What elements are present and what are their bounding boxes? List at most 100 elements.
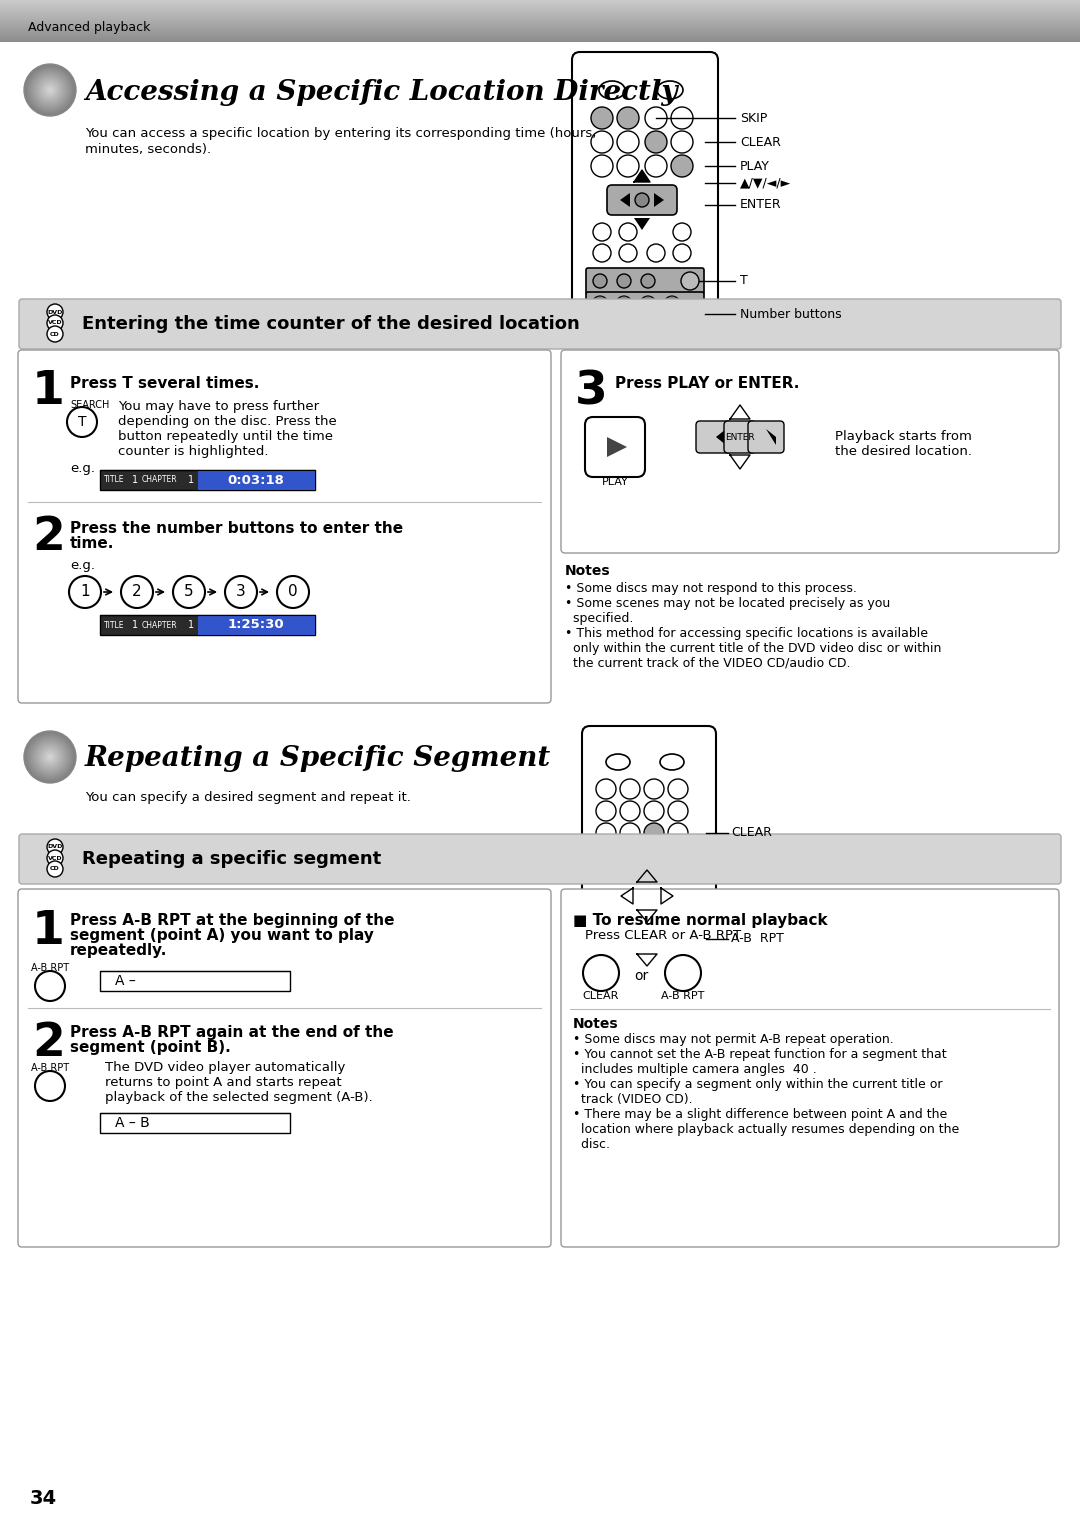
Circle shape [669,778,688,800]
Text: VCD: VCD [48,320,63,325]
Text: 1: 1 [80,584,90,600]
Text: CLEAR: CLEAR [740,136,781,148]
Circle shape [25,66,75,114]
Polygon shape [634,169,650,182]
Circle shape [616,308,632,324]
Text: 2: 2 [32,514,65,560]
Text: location where playback actually resumes depending on the: location where playback actually resumes… [573,1123,959,1135]
FancyBboxPatch shape [19,835,1061,884]
Circle shape [46,85,54,95]
Circle shape [620,801,640,821]
Circle shape [33,740,67,774]
Circle shape [39,79,60,101]
Circle shape [664,296,680,311]
Text: A – B: A – B [114,1116,150,1129]
Circle shape [616,296,632,311]
Circle shape [24,64,76,116]
Circle shape [671,131,693,153]
Circle shape [28,69,72,111]
Circle shape [48,89,52,92]
Circle shape [645,975,659,989]
Text: disc.: disc. [573,1138,610,1151]
Text: T: T [740,275,747,287]
Text: 1: 1 [188,620,194,630]
Text: segment (point B).: segment (point B). [70,1041,231,1054]
Circle shape [645,131,667,153]
Circle shape [645,107,667,130]
Text: Repeating a Specific Segment: Repeating a Specific Segment [85,746,551,772]
Text: A-B RPT: A-B RPT [661,990,704,1001]
Polygon shape [620,192,630,208]
Circle shape [645,1003,659,1016]
Circle shape [640,296,656,311]
Circle shape [32,739,68,775]
FancyBboxPatch shape [18,890,551,1247]
Text: ENTER: ENTER [740,198,782,212]
Text: You may have to press further: You may have to press further [118,400,319,414]
Circle shape [29,69,71,111]
Circle shape [67,407,97,436]
FancyBboxPatch shape [748,421,784,453]
Circle shape [38,78,62,102]
Circle shape [43,82,57,98]
Circle shape [27,67,73,113]
Polygon shape [716,429,726,446]
Circle shape [592,320,608,336]
Circle shape [583,955,619,990]
Circle shape [69,575,102,607]
Text: VCD: VCD [48,856,63,861]
Circle shape [27,734,73,780]
Text: PLAY: PLAY [740,160,770,172]
Text: • Some discs may not respond to this process.: • Some discs may not respond to this pro… [565,581,856,595]
Circle shape [673,223,691,241]
Text: minutes, seconds).: minutes, seconds). [85,143,211,156]
Circle shape [225,575,257,607]
Circle shape [669,975,683,989]
Text: You can access a specific location by entering its corresponding time (hours,: You can access a specific location by en… [85,127,596,140]
Text: e.g.: e.g. [70,559,95,572]
FancyBboxPatch shape [561,349,1059,552]
Circle shape [616,320,632,336]
Circle shape [35,75,65,105]
Text: ■ To resume normal playback: ■ To resume normal playback [573,913,827,928]
Circle shape [30,737,70,777]
Text: counter is highlighted.: counter is highlighted. [118,446,269,458]
FancyBboxPatch shape [100,1112,291,1132]
Ellipse shape [660,754,684,771]
Text: Entering the time counter of the desired location: Entering the time counter of the desired… [82,314,580,333]
Text: 5: 5 [185,584,193,600]
Circle shape [48,850,63,865]
Circle shape [669,801,688,821]
FancyBboxPatch shape [19,299,1061,349]
Text: Accessing a Specific Location Directly: Accessing a Specific Location Directly [85,79,677,107]
Circle shape [39,746,60,768]
Circle shape [44,84,56,96]
Circle shape [121,575,153,607]
FancyBboxPatch shape [18,349,551,703]
Text: repeatedly.: repeatedly. [70,943,167,958]
Circle shape [36,743,64,771]
Text: 3: 3 [237,584,246,600]
Circle shape [596,823,616,842]
Text: 34: 34 [30,1488,57,1508]
Ellipse shape [599,81,625,99]
Circle shape [597,989,611,1003]
FancyBboxPatch shape [198,470,315,490]
Circle shape [669,823,688,842]
Text: returns to point A and starts repeat: returns to point A and starts repeat [105,1076,341,1090]
Circle shape [619,223,637,241]
Text: 1:25:30: 1:25:30 [228,618,284,632]
Text: or: or [634,969,648,983]
Text: A-B RPT: A-B RPT [31,963,69,974]
Text: TITLE: TITLE [104,621,124,630]
Text: Advanced playback: Advanced playback [28,21,150,35]
Circle shape [669,845,688,865]
Text: 2: 2 [32,1021,65,1065]
Text: 1: 1 [132,620,138,630]
Text: Press T several times.: Press T several times. [70,375,259,391]
FancyBboxPatch shape [198,615,315,635]
FancyBboxPatch shape [607,185,677,215]
Circle shape [591,107,613,130]
Circle shape [37,745,63,771]
Text: The DVD video player automatically: The DVD video player automatically [105,1061,346,1074]
